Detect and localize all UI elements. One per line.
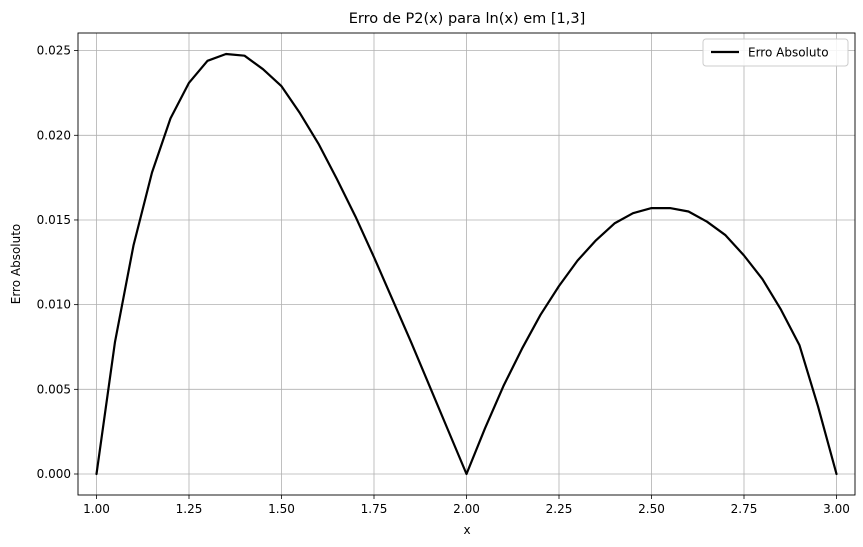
x-axis: 1.00 1.25 1.50 1.75 2.00 2.25 2.50 2.75 3.00 (83, 495, 850, 516)
x-tick-label: 2.50 (638, 502, 665, 516)
x-tick-label: 2.75 (731, 502, 758, 516)
y-tick-label: 0.005 (37, 382, 71, 396)
y-tick-label: 0.010 (37, 298, 71, 312)
x-tick-label: 2.25 (546, 502, 573, 516)
chart-title: Erro de P2(x) para ln(x) em [1,3] (349, 11, 586, 27)
series-layer (95, 52, 838, 476)
y-axis-label: Erro Absoluto (9, 224, 23, 305)
y-tick-label: 0.020 (37, 128, 71, 142)
x-tick-label: 1.75 (361, 502, 388, 516)
y-tick-label: 0.025 (37, 44, 71, 58)
x-tick-label: 3.00 (823, 502, 850, 516)
legend-label: Erro Absoluto (748, 46, 829, 60)
grid (78, 33, 855, 495)
x-tick-label: 2.00 (453, 502, 480, 516)
x-tick-label: 1.25 (176, 502, 203, 516)
series-line (95, 52, 838, 476)
x-tick-label: 1.50 (268, 502, 295, 516)
y-axis: 0.000 0.005 0.010 0.015 0.020 0.025 (37, 44, 78, 481)
x-axis-label: x (463, 523, 470, 537)
x-tick-label: 1.00 (83, 502, 110, 516)
legend-box (702, 38, 849, 67)
y-tick-label: 0.015 (37, 213, 71, 227)
y-tick-label: 0.000 (37, 467, 71, 481)
legend: Erro Absoluto (702, 38, 849, 67)
